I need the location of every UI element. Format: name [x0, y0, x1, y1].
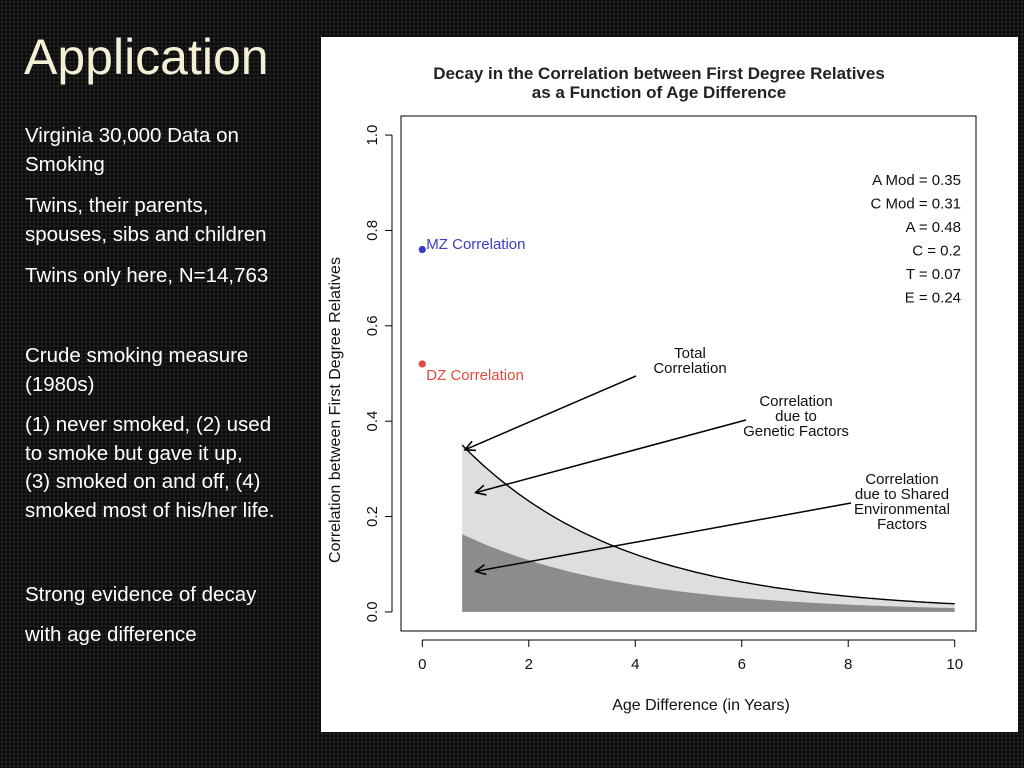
y-tick-label: 0.0	[364, 601, 381, 622]
y-tick-label: 0.6	[364, 315, 381, 336]
genetic-correlation-area	[462, 445, 955, 612]
y-tick-label: 0.4	[364, 411, 381, 432]
parameter-estimate: C Mod = 0.31	[871, 196, 961, 213]
annotation-arrow	[476, 502, 852, 571]
x-tick-label: 8	[844, 656, 852, 673]
x-tick-label: 2	[525, 656, 533, 673]
bullet-strong-evidence: Strong evidence of decay	[25, 583, 257, 606]
x-axis: 0 2 4 6 8 10	[418, 639, 963, 673]
annotation-text: Correlation	[759, 393, 832, 410]
correlation-decay-chart: Decay in the Correlation between First D…	[327, 64, 977, 714]
x-tick-label: 4	[631, 656, 639, 673]
bullet-smoking-measure: Crude smoking measure (1980s)	[25, 344, 249, 396]
chart-title-line-2: as a Function of Age Difference	[532, 83, 786, 102]
total-correlation-curve	[461, 444, 955, 605]
bullet-twins-parents: Twins, their parents, spouses, sibs and …	[25, 194, 267, 246]
slide-title: Application	[24, 29, 269, 85]
correlation-point	[418, 245, 426, 254]
x-tick-label: 6	[738, 656, 746, 673]
chart-title-line-1: Decay in the Correlation between First D…	[433, 64, 885, 83]
parameter-estimates: A Mod = 0.35 C Mod = 0.31 A = 0.48 C = 0.2 T…	[871, 172, 961, 307]
correlation-point	[418, 360, 426, 368]
parameter-estimate: T = 0.07	[906, 266, 961, 283]
x-axis-label: Age Difference (in Years)	[612, 697, 790, 714]
y-tick-label: 0.8	[364, 220, 381, 241]
plot-frame	[400, 115, 977, 632]
y-axis: 0.0 0.2 0.4 0.6 0.8 1.0	[364, 125, 393, 622]
bullet-twins-only: Twins only here, N=14,763	[25, 264, 269, 287]
bullet-virginia-data: Virginia 30,000 Data on Smoking	[25, 124, 239, 176]
annotation-text: Correlation	[865, 471, 938, 488]
correlation-point-label: MZ Correlation	[426, 236, 525, 253]
annotation-text: Total	[674, 345, 706, 362]
annotation-text: due to Shared	[855, 486, 949, 503]
chart-panel: Decay in the Correlation between First D…	[321, 37, 1018, 732]
x-tick-label: 10	[946, 656, 963, 673]
parameter-estimate: C = 0.2	[912, 243, 961, 260]
y-tick-label: 0.2	[364, 506, 381, 527]
x-tick-label: 0	[418, 656, 426, 673]
parameter-estimate: E = 0.24	[905, 290, 961, 307]
y-tick-label: 1.0	[364, 125, 381, 146]
parameter-estimate: A Mod = 0.35	[872, 172, 961, 189]
annotation-text: Genetic Factors	[743, 423, 849, 440]
annotation-arrow	[476, 419, 747, 493]
parameter-estimate: A = 0.48	[906, 219, 961, 236]
annotation-text: Environmental	[854, 501, 950, 518]
annotation-text: Factors	[877, 516, 927, 533]
correlation-point-label: DZ Correlation	[426, 367, 524, 384]
annotation-text: Correlation	[653, 360, 726, 377]
annotation-text: due to	[775, 408, 817, 425]
shared-environment-area	[462, 534, 955, 612]
y-axis-label: Correlation between First Degree Relativ…	[327, 257, 344, 563]
annotation-arrow	[465, 375, 637, 450]
bullet-age-difference: with age difference	[25, 623, 197, 646]
bullet-smoking-categories: (1) never smoked, (2) used to smoke but …	[25, 413, 275, 522]
correlation-points: MZ Correlation DZ Correlation	[418, 236, 525, 384]
